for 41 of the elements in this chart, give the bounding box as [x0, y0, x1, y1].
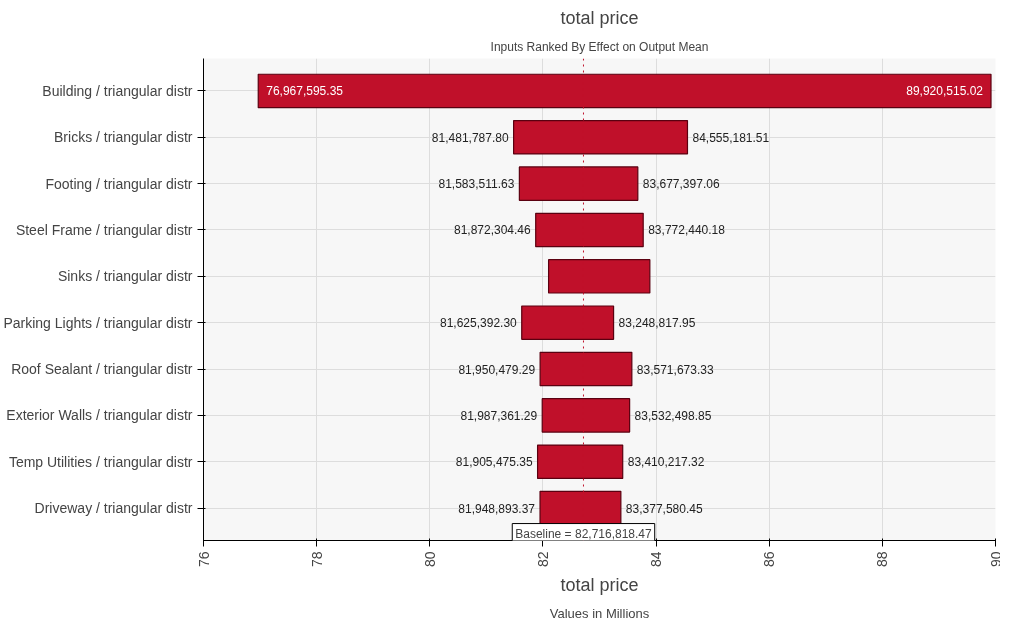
- annotation: 83,532,498.85: [634, 408, 712, 423]
- y-tick-label: Footing / triangular distr: [45, 175, 193, 192]
- x-axis-title: total price: [560, 575, 639, 596]
- annotation: 83,377,580.45: [625, 501, 703, 516]
- annotation: 83,772,440.18: [648, 223, 726, 238]
- y-tick-label: Steel Frame / triangular distr: [15, 221, 193, 238]
- y-tick-label: Sinks / triangular distr: [57, 268, 193, 285]
- annotation: 83,410,217.32: [627, 455, 705, 470]
- annotation: 83,677,397.06: [642, 177, 720, 192]
- annotation: 84,555,181.51: [692, 130, 770, 145]
- ref-line-label: Baseline = 82,716,818.47: [515, 526, 653, 541]
- y-tick-label: Building / triangular distr: [42, 82, 193, 99]
- annotation: 83,248,817.95: [618, 316, 696, 331]
- y-tick-label: Driveway / triangular distr: [34, 500, 193, 517]
- annotation: 81,987,361.29: [460, 408, 538, 423]
- annotation: 81,872,304.46: [453, 223, 532, 238]
- y-tick-label: Temp Utilities / triangular distr: [8, 453, 193, 470]
- annotation: 81,948,893.37: [458, 501, 536, 516]
- annotation: 83,571,673.33: [636, 362, 714, 377]
- annotation: 89,920,515.02: [906, 84, 984, 99]
- y-tick-label: Bricks / triangular distr: [54, 129, 193, 146]
- chart-title: total price: [560, 7, 639, 28]
- text: Values in Millions: [549, 605, 650, 621]
- annotation: 81,625,392.30: [440, 316, 518, 331]
- x-tick-label: 84: [648, 551, 665, 568]
- y-tick-label: Exterior Walls / triangular distr: [6, 407, 193, 424]
- chart-subtitle: Inputs Ranked By Effect on Output Mean: [490, 39, 709, 54]
- y-tick-label: Roof Sealant / triangular distr: [11, 361, 193, 378]
- annotation: 81,905,475.35: [455, 455, 533, 470]
- annotation: 81,950,479.29: [458, 362, 536, 377]
- x-tick-label: 76: [195, 551, 212, 568]
- x-tick-label: 86: [761, 551, 778, 568]
- annotation: 76,967,595.35: [266, 84, 344, 99]
- x-tick-label: 88: [874, 551, 891, 568]
- x-tick-label: 90: [987, 551, 1004, 568]
- annotation: 81,583,511.63: [438, 177, 515, 192]
- x-tick-label: 80: [421, 551, 438, 568]
- x-tick-label: 78: [308, 551, 325, 568]
- annotation: 81,481,787.80: [431, 130, 509, 145]
- x-tick-label: 82: [534, 551, 551, 568]
- y-tick-label: Parking Lights / triangular distr: [3, 314, 193, 331]
